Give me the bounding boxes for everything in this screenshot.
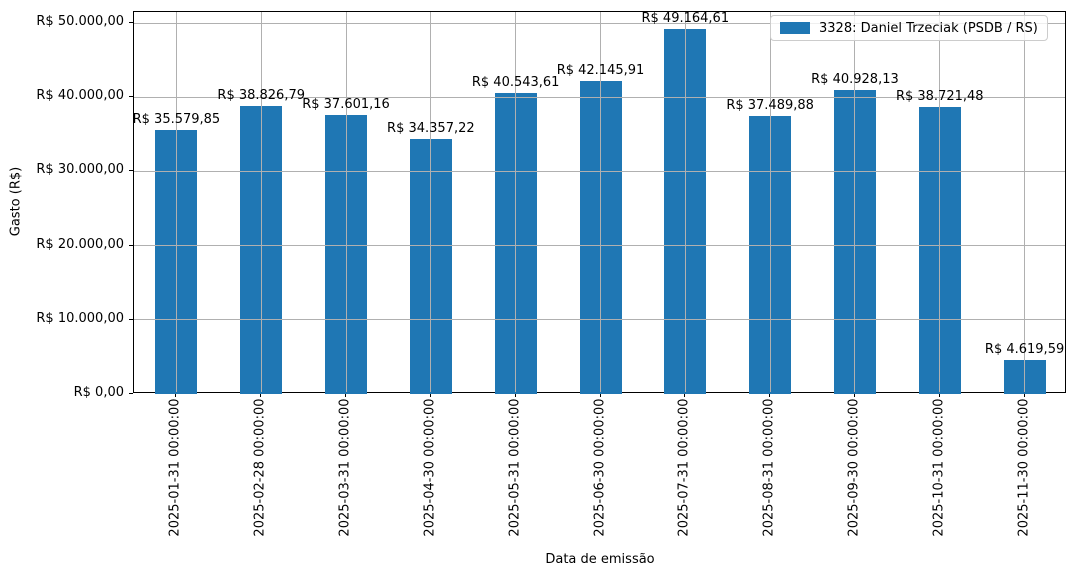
x-tick-label: 2025-05-31 00:00:00: [507, 398, 523, 537]
y-tick-label: R$ 10.000,00: [36, 310, 124, 326]
gridline-v: [175, 12, 177, 392]
y-tick-label: R$ 20.000,00: [36, 236, 124, 252]
x-tick-label: 2025-11-30 00:00:00: [1016, 398, 1032, 537]
x-tick-label: 2025-09-30 00:00:00: [846, 398, 862, 537]
x-tick-label: 2025-04-30 00:00:00: [422, 398, 438, 537]
x-tick-mark: [599, 393, 601, 397]
gridline-v: [939, 12, 941, 392]
gridline-h: [134, 319, 1065, 321]
x-tick-mark: [429, 393, 431, 397]
x-tick-label: 2025-08-31 00:00:00: [761, 398, 777, 537]
gridline-v: [769, 12, 771, 392]
x-tick-mark: [1023, 393, 1025, 397]
gridline-h: [134, 170, 1065, 172]
x-tick-label: 2025-10-31 00:00:00: [931, 398, 947, 537]
bar-value-label: R$ 35.579,85: [132, 112, 221, 128]
y-tick-mark: [129, 393, 133, 394]
gridline-h: [134, 96, 1065, 98]
bar-value-label: R$ 40.928,13: [811, 72, 899, 88]
gridline-v: [600, 12, 601, 392]
x-tick-mark: [853, 393, 855, 397]
x-tick-mark: [938, 393, 940, 397]
y-tick-mark: [129, 318, 133, 320]
gridline-v: [260, 12, 262, 392]
y-tick-label: R$ 0,00: [73, 385, 124, 400]
y-axis-label: Gasto (R$): [8, 166, 24, 237]
bar-value-label: R$ 37.489,88: [726, 97, 814, 113]
x-tick-mark: [260, 393, 262, 397]
bar-value-label: R$ 42.145,91: [556, 63, 645, 79]
gridline-v: [1024, 12, 1026, 392]
x-axis-label: Data de emissão: [545, 552, 655, 567]
grid-layer: [134, 12, 1065, 392]
bar-value-label: R$ 34.357,22: [387, 121, 475, 137]
gridline-h: [134, 245, 1065, 247]
y-tick-label: R$ 50.000,00: [36, 14, 124, 30]
x-tick-mark: [175, 393, 177, 397]
x-tick-mark: [684, 393, 686, 397]
legend-label: 3328: Daniel Trzeciak (PSDB / RS): [819, 20, 1038, 36]
y-tick-label: R$ 30.000,00: [36, 162, 124, 178]
x-tick-label: 2025-07-31 00:00:00: [676, 398, 692, 537]
legend-swatch-icon: [780, 22, 810, 34]
x-tick-mark: [514, 393, 516, 397]
x-tick-mark: [769, 393, 771, 397]
y-tick-mark: [129, 96, 133, 98]
bar-value-label: R$ 37.601,16: [302, 97, 390, 113]
gridline-v: [684, 12, 686, 392]
bar-value-label: R$ 4.619,59: [984, 341, 1065, 357]
bar-value-label: R$ 38.721,48: [895, 88, 984, 104]
x-tick-label: 2025-06-30 00:00:00: [592, 398, 607, 537]
plot-area: R$ 35.579,85 R$ 38.826,79 R$ 37.601,16 R$ 3…: [133, 11, 1066, 394]
gridline-v: [515, 12, 517, 392]
y-tick-mark: [129, 22, 133, 24]
bar-value-label: R$ 40.543,61: [471, 75, 560, 91]
y-tick-mark: [129, 170, 133, 172]
value-labels-layer: R$ 35.579,85 R$ 38.826,79 R$ 37.601,16 R$ 3…: [133, 11, 1065, 392]
gridline-v: [430, 12, 432, 392]
gridline-h: [134, 22, 1065, 24]
x-tick-label: 2025-02-28 00:00:00: [252, 398, 268, 537]
legend: 3328: Daniel Trzeciak (PSDB / RS): [770, 15, 1048, 41]
y-tick-label: R$ 40.000,00: [36, 88, 124, 104]
x-tick-mark: [345, 393, 347, 397]
x-tick-label: 2025-01-31 00:00:00: [167, 398, 183, 537]
bar-value-label: R$ 49.164,61: [641, 11, 730, 27]
bar-value-label: R$ 38.826,79: [217, 88, 306, 103]
x-tick-label: 2025-03-31 00:00:00: [337, 398, 353, 537]
gridline-v: [345, 12, 347, 392]
gridline-v: [854, 12, 856, 392]
y-tick-mark: [129, 244, 133, 246]
